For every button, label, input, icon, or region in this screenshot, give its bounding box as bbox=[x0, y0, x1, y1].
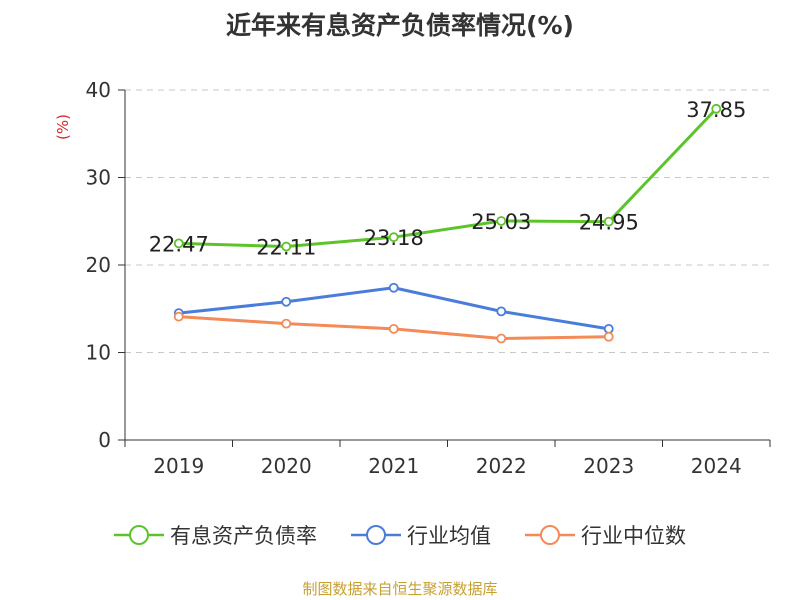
chart-title: 近年来有息资产负债率情况(%) bbox=[226, 11, 574, 40]
grid-lines bbox=[125, 89, 770, 353]
legend-label: 有息资产负债率 bbox=[170, 524, 317, 548]
data-point bbox=[496, 306, 507, 317]
data-point bbox=[496, 333, 507, 344]
data-point bbox=[388, 232, 399, 243]
y-axis-label: (%) bbox=[54, 114, 72, 140]
legend-swatch bbox=[114, 525, 164, 545]
source-note: 制图数据来自恒生聚源数据库 bbox=[302, 580, 498, 598]
y-tick-label: 10 bbox=[86, 341, 111, 365]
data-labels: 22.47 22.11 23.18 25.03 24.95 37.85 bbox=[149, 98, 747, 260]
data-point bbox=[603, 216, 614, 227]
line-chart: 0 10 20 30 40 2019 2020 2021 2022 2023 2024 (%) 22.… bbox=[54, 78, 771, 478]
y-tick-label: 30 bbox=[86, 166, 111, 190]
data-label: 24.95 bbox=[579, 211, 639, 235]
x-tick-label: 2020 bbox=[261, 454, 312, 478]
data-label: 22.47 bbox=[149, 232, 209, 256]
legend-item[interactable]: 有息资产负债率 bbox=[114, 520, 317, 550]
x-tick-label: 2022 bbox=[476, 454, 527, 478]
data-point bbox=[388, 323, 399, 334]
data-label: 23.18 bbox=[364, 226, 424, 250]
y-tick-label: 0 bbox=[98, 428, 111, 452]
legend: 有息资产负债率 行业均值 行业中位数 bbox=[0, 520, 800, 550]
y-tick-label: 40 bbox=[86, 78, 111, 102]
data-point bbox=[496, 216, 507, 226]
data-point bbox=[603, 331, 614, 342]
axes: 0 10 20 30 40 2019 2020 2021 2022 2023 2024 (%) bbox=[54, 78, 771, 478]
data-label: 22.11 bbox=[256, 236, 316, 260]
legend-label: 行业中位数 bbox=[581, 524, 686, 548]
y-tick-label: 20 bbox=[86, 253, 111, 277]
data-label: 37.85 bbox=[686, 98, 746, 122]
legend-label: 行业均值 bbox=[407, 524, 491, 548]
legend-item[interactable]: 行业均值 bbox=[351, 520, 491, 550]
x-tick-label: 2023 bbox=[583, 454, 634, 478]
data-point bbox=[173, 238, 184, 249]
legend-swatch bbox=[525, 525, 575, 545]
series-line bbox=[178, 286, 609, 331]
x-tick-label: 2019 bbox=[153, 454, 204, 478]
data-label: 25.03 bbox=[471, 210, 531, 234]
legend-swatch bbox=[351, 525, 401, 545]
series-lines bbox=[173, 103, 722, 344]
data-point bbox=[281, 318, 292, 329]
x-tick-label: 2021 bbox=[368, 454, 419, 478]
data-point bbox=[388, 282, 399, 293]
legend-item[interactable]: 行业中位数 bbox=[525, 520, 686, 550]
data-point bbox=[711, 103, 722, 114]
data-point bbox=[281, 296, 292, 307]
series-line bbox=[178, 107, 718, 249]
data-point bbox=[173, 311, 184, 322]
x-tick-label: 2024 bbox=[691, 454, 742, 478]
data-point bbox=[603, 323, 614, 334]
data-point bbox=[281, 241, 292, 252]
